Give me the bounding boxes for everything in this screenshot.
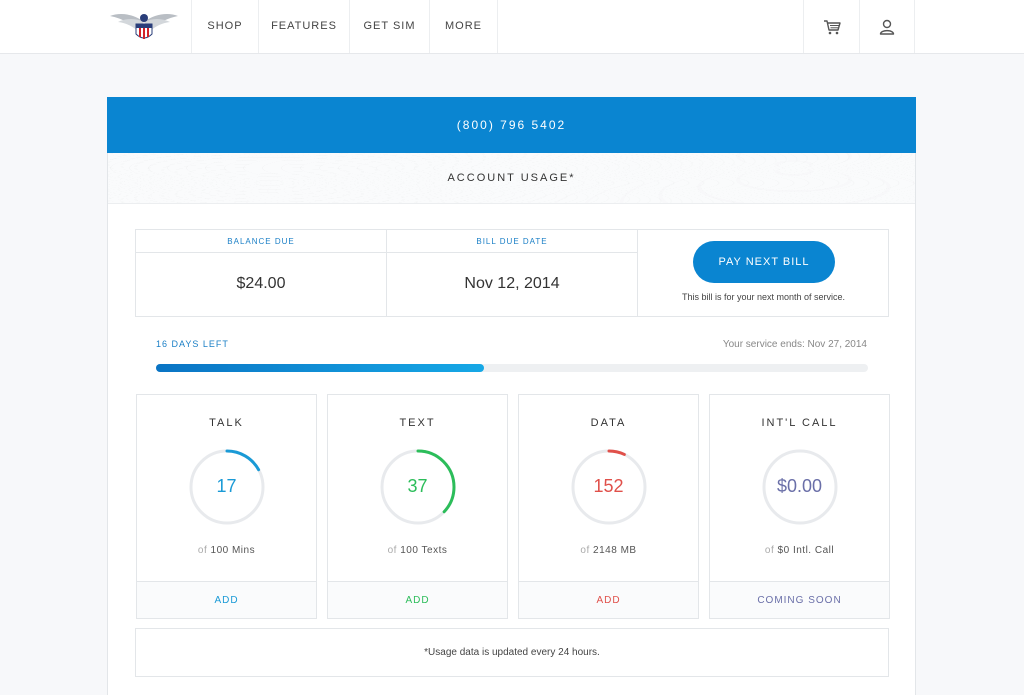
balance-due-cell: BALANCE DUE $24.00: [136, 230, 387, 316]
ring-progress: [571, 449, 647, 525]
account-card: (800) 796 5402 ACCOUNT USAGE* BALANCE DU…: [107, 97, 916, 695]
usage-title: INT'L CALL: [761, 417, 838, 429]
usage-value: 37: [407, 476, 428, 496]
usage-title: DATA: [590, 417, 627, 429]
balance-due-label: BALANCE DUE: [136, 230, 386, 253]
billing-summary: BALANCE DUE $24.00 BILL DUE DATE Nov 12,…: [135, 229, 889, 317]
bill-due-date-value: Nov 12, 2014: [464, 275, 560, 292]
usage-card-text: TEXT 37 of 100 Texts ADD: [327, 394, 508, 619]
nav-get-sim[interactable]: GET SIM: [350, 0, 430, 53]
usage-value: $0.00: [776, 476, 823, 496]
nav-more[interactable]: MORE: [430, 0, 498, 53]
account-button[interactable]: [859, 0, 915, 53]
ring-progress: [189, 449, 265, 525]
cart-icon: [823, 19, 841, 34]
add-data-button[interactable]: ADD: [519, 581, 698, 618]
account-usage-header: ACCOUNT USAGE*: [108, 153, 915, 204]
top-nav: SHOP FEATURES GET SIM MORE: [0, 0, 1024, 54]
add-text-button[interactable]: ADD: [328, 581, 507, 618]
service-end-date: Your service ends: Nov 27, 2014: [722, 339, 867, 350]
usage-value: 152: [593, 476, 624, 496]
ring-track: [762, 449, 838, 525]
bill-due-date-label: BILL DUE DATE: [387, 230, 637, 253]
service-progress-fill: [156, 364, 484, 372]
usage-total: of 2148 MB: [580, 545, 637, 556]
usage-footnote: *Usage data is updated every 24 hours.: [135, 628, 889, 677]
phone-number: (800) 796 5402: [107, 97, 916, 153]
service-progress-bar: [156, 364, 868, 372]
usage-value: 17: [216, 476, 237, 496]
usage-ring: [571, 449, 647, 525]
usage-total: of $0 Intl. Call: [764, 545, 835, 556]
days-left: 16 DAYS LEFT: [156, 339, 229, 349]
usage-total: of 100 Mins: [197, 545, 256, 556]
pay-note: This bill is for your next month of serv…: [681, 292, 846, 302]
usage-card-intl-call: INT'L CALL $0.00 of $0 Intl. Call COMING…: [709, 394, 890, 619]
user-icon: [879, 19, 895, 35]
brand-logo[interactable]: [108, 8, 180, 46]
usage-ring: [762, 449, 838, 525]
usage-total: of 100 Texts: [387, 545, 448, 556]
pay-bill-cell: PAY NEXT BILL This bill is for your next…: [638, 230, 889, 316]
pay-next-bill-button[interactable]: PAY NEXT BILL: [693, 241, 835, 283]
ring-progress: [380, 449, 456, 525]
nav-shop[interactable]: SHOP: [191, 0, 259, 53]
usage-title: TALK: [209, 417, 244, 429]
add-talk-button[interactable]: ADD: [137, 581, 316, 618]
cart-button[interactable]: [803, 0, 859, 53]
bill-due-date-cell: BILL DUE DATE Nov 12, 2014: [387, 230, 638, 316]
usage-title: TEXT: [399, 417, 436, 429]
usage-ring: [380, 449, 456, 525]
usage-card-talk: TALK 17 of 100 Mins ADD: [136, 394, 317, 619]
usage-card-data: DATA 152 of 2148 MB ADD: [518, 394, 699, 619]
coming-soon-button[interactable]: COMING SOON: [710, 581, 889, 618]
nav-features[interactable]: FEATURES: [259, 0, 350, 53]
usage-ring: [189, 449, 265, 525]
balance-due-value: $24.00: [236, 275, 286, 292]
